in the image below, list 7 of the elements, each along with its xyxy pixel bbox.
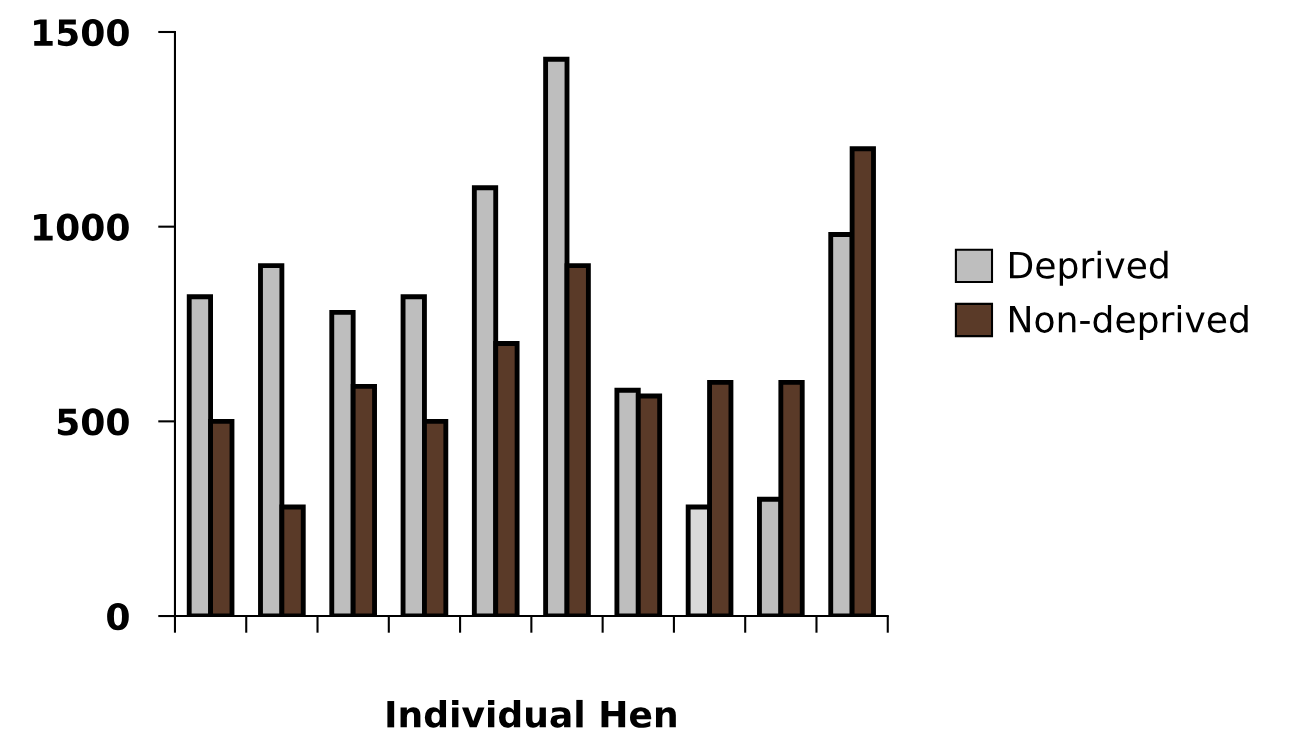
x-axis-title: Individual Hen (387, 699, 676, 728)
y-tick-label: 1000 (34, 213, 129, 241)
legend-label: Deprived (1010, 250, 1168, 286)
y-tick-label: 0 (107, 602, 129, 631)
y-tick-label: 500 (57, 408, 129, 436)
legend-label: Non-deprived (1010, 304, 1248, 340)
y-tick-label: 1500 (34, 18, 129, 47)
